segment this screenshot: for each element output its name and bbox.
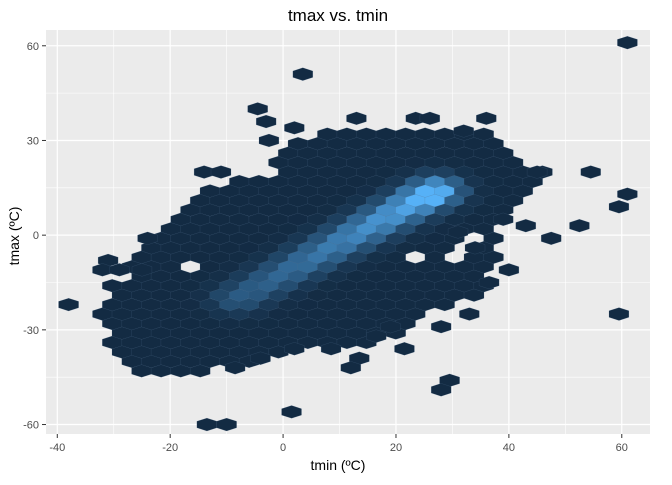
hex-bin xyxy=(419,111,441,126)
y-axis-label: tmax (ºC) xyxy=(6,207,22,266)
hex-bin xyxy=(366,329,387,343)
x-axis-label: tmin (ºC) xyxy=(311,457,366,473)
hex-bin xyxy=(340,361,362,375)
hex-bin xyxy=(580,165,601,179)
hex-bin xyxy=(569,218,590,233)
hex-bin xyxy=(617,35,638,50)
hex-bin xyxy=(498,263,520,277)
hex-bin xyxy=(346,111,367,126)
y-tick-label: -60 xyxy=(23,420,39,432)
hex-bin xyxy=(608,307,630,321)
x-tick-label: 0 xyxy=(280,442,286,454)
hex-bin xyxy=(250,351,271,365)
hex-bin xyxy=(137,231,158,246)
hex-bin xyxy=(394,342,415,356)
hex-bin xyxy=(540,231,562,246)
hex-bin xyxy=(464,241,486,255)
y-tick-label: 60 xyxy=(27,41,39,53)
hex-bin xyxy=(476,111,497,126)
hex-bin xyxy=(210,165,232,179)
y-tick-label: 0 xyxy=(33,230,39,242)
hex-bin xyxy=(453,124,474,138)
hex-bin xyxy=(109,263,130,277)
hex-bin xyxy=(284,342,305,356)
x-tick-label: 20 xyxy=(390,442,402,454)
hex-bin xyxy=(526,165,548,179)
hex-bin xyxy=(617,187,638,201)
hex-bin xyxy=(320,342,342,356)
hex-bin xyxy=(292,67,314,81)
hex-bin xyxy=(97,253,119,268)
x-axis: -40 -20 0 20 40 60 xyxy=(49,434,628,454)
hex-bin xyxy=(255,114,277,129)
x-tick-label: 60 xyxy=(616,442,628,454)
hex-bin xyxy=(216,417,237,432)
hex-bin xyxy=(131,263,153,277)
hex-bin xyxy=(459,307,480,321)
hex-bins xyxy=(58,35,638,432)
y-tick-label: 30 xyxy=(27,135,39,147)
hex-bin xyxy=(380,319,401,334)
hex-bin xyxy=(349,351,370,365)
x-tick-label: -20 xyxy=(162,442,178,454)
hex-bin xyxy=(224,361,246,375)
hex-bin xyxy=(473,127,494,141)
hex-bin xyxy=(430,319,452,334)
hex-bin xyxy=(447,225,469,239)
y-axis: -60 -30 0 30 60 xyxy=(23,41,46,432)
y-tick-label: -30 xyxy=(23,325,39,337)
x-tick-label: -40 xyxy=(49,442,65,454)
hex-bin xyxy=(284,121,305,135)
hex-bin xyxy=(608,200,630,214)
chart-title: tmax vs. tmin xyxy=(288,6,388,25)
hex-bin xyxy=(430,383,452,397)
hex-bin xyxy=(493,212,514,227)
hex-bin xyxy=(247,102,268,116)
hex-bin xyxy=(281,405,302,419)
hex-bin xyxy=(515,218,537,233)
hex-bin xyxy=(58,297,79,312)
hex-bin xyxy=(258,133,280,148)
hex-bin xyxy=(478,275,500,290)
hex-bin xyxy=(439,373,460,388)
x-tick-label: 40 xyxy=(503,442,515,454)
